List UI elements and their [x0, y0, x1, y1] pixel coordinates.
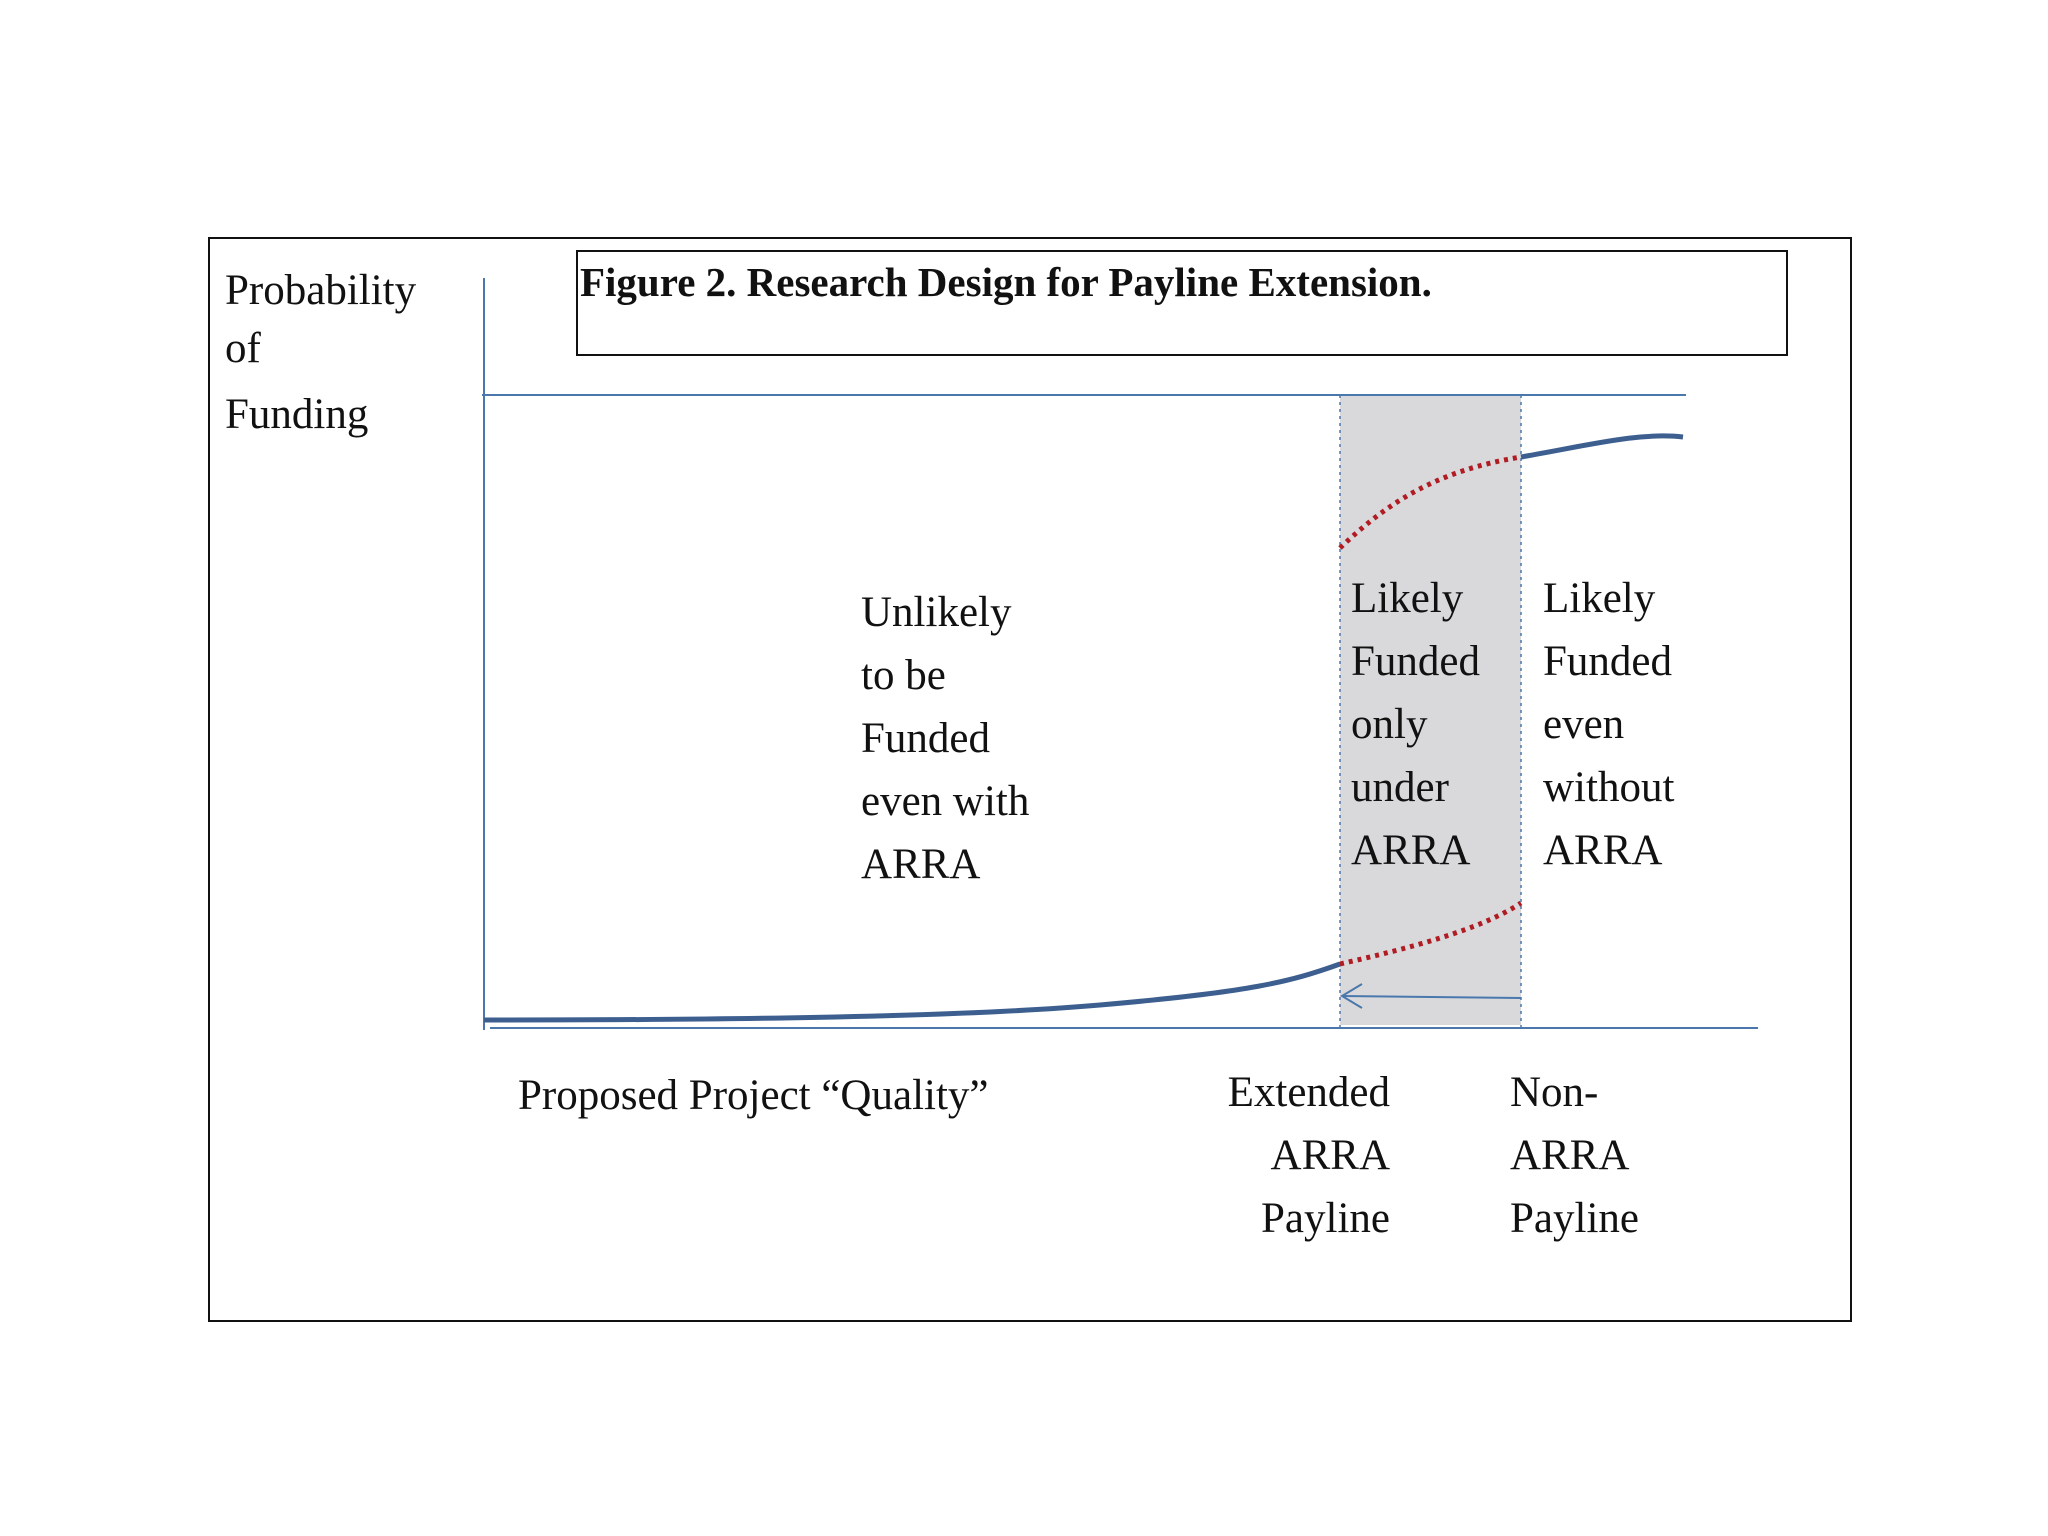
region-label-line: ARRA — [1351, 827, 1471, 874]
probability-curve-dotted-lower — [1339, 900, 1523, 967]
region-label-line: Funded — [1543, 638, 1672, 685]
y-axis-label-line: Funding — [225, 391, 369, 438]
region-label-line: Funded — [1351, 638, 1480, 685]
figure-title: Figure 2. Research Design for Payline Ex… — [580, 259, 1432, 305]
region-label-line: even with — [861, 778, 1030, 825]
region-label-line: even — [1543, 701, 1625, 748]
payline-shift-arrowhead — [1340, 983, 1363, 1009]
probability-curve-high — [1520, 433, 1684, 460]
region-label-unlikely: Unlikely to be Funded even with ARRA — [861, 581, 1029, 896]
payline-label-line: Extended — [1227, 1069, 1390, 1116]
extended-payline-label: Extended ARRA Payline — [1190, 1061, 1390, 1250]
figure-frame — [208, 237, 1852, 1322]
region-label-line: under — [1351, 764, 1449, 811]
region-label-line: without — [1543, 764, 1675, 811]
region-label-only-arra: Likely Funded only under ARRA — [1351, 567, 1480, 882]
x-axis-label: Proposed Project “Quality” — [518, 1072, 989, 1119]
payline-label-line: ARRA — [1270, 1132, 1390, 1179]
region-label-line: Funded — [861, 715, 990, 762]
region-label-line: Likely — [1351, 575, 1464, 622]
payline-label-line: Payline — [1510, 1195, 1639, 1242]
region-label-line: to be — [861, 652, 946, 699]
region-label-line: ARRA — [861, 841, 981, 888]
non-arra-payline-label: Non- ARRA Payline — [1510, 1061, 1639, 1250]
region-label-line: Unlikely — [861, 589, 1012, 636]
region-label-without-arra: Likely Funded even without ARRA — [1543, 567, 1674, 882]
region-label-line: ARRA — [1543, 827, 1663, 874]
payline-label-line: Payline — [1261, 1195, 1390, 1242]
y-axis-label-line: Probability — [225, 267, 417, 314]
payline-label-line: ARRA — [1510, 1132, 1630, 1179]
payline-extension-band — [1340, 395, 1521, 1025]
payline-shift-arrow — [1341, 995, 1522, 999]
region-label-line: only — [1351, 701, 1428, 748]
y-axis-label-line: of — [225, 325, 261, 372]
payline-label-line: Non- — [1510, 1069, 1599, 1116]
y-axis-label: Probability of Funding — [225, 262, 416, 444]
title-box: Figure 2. Research Design for Payline Ex… — [576, 250, 1788, 356]
region-label-line: Likely — [1543, 575, 1656, 622]
probability-curve-low — [483, 961, 1341, 1023]
